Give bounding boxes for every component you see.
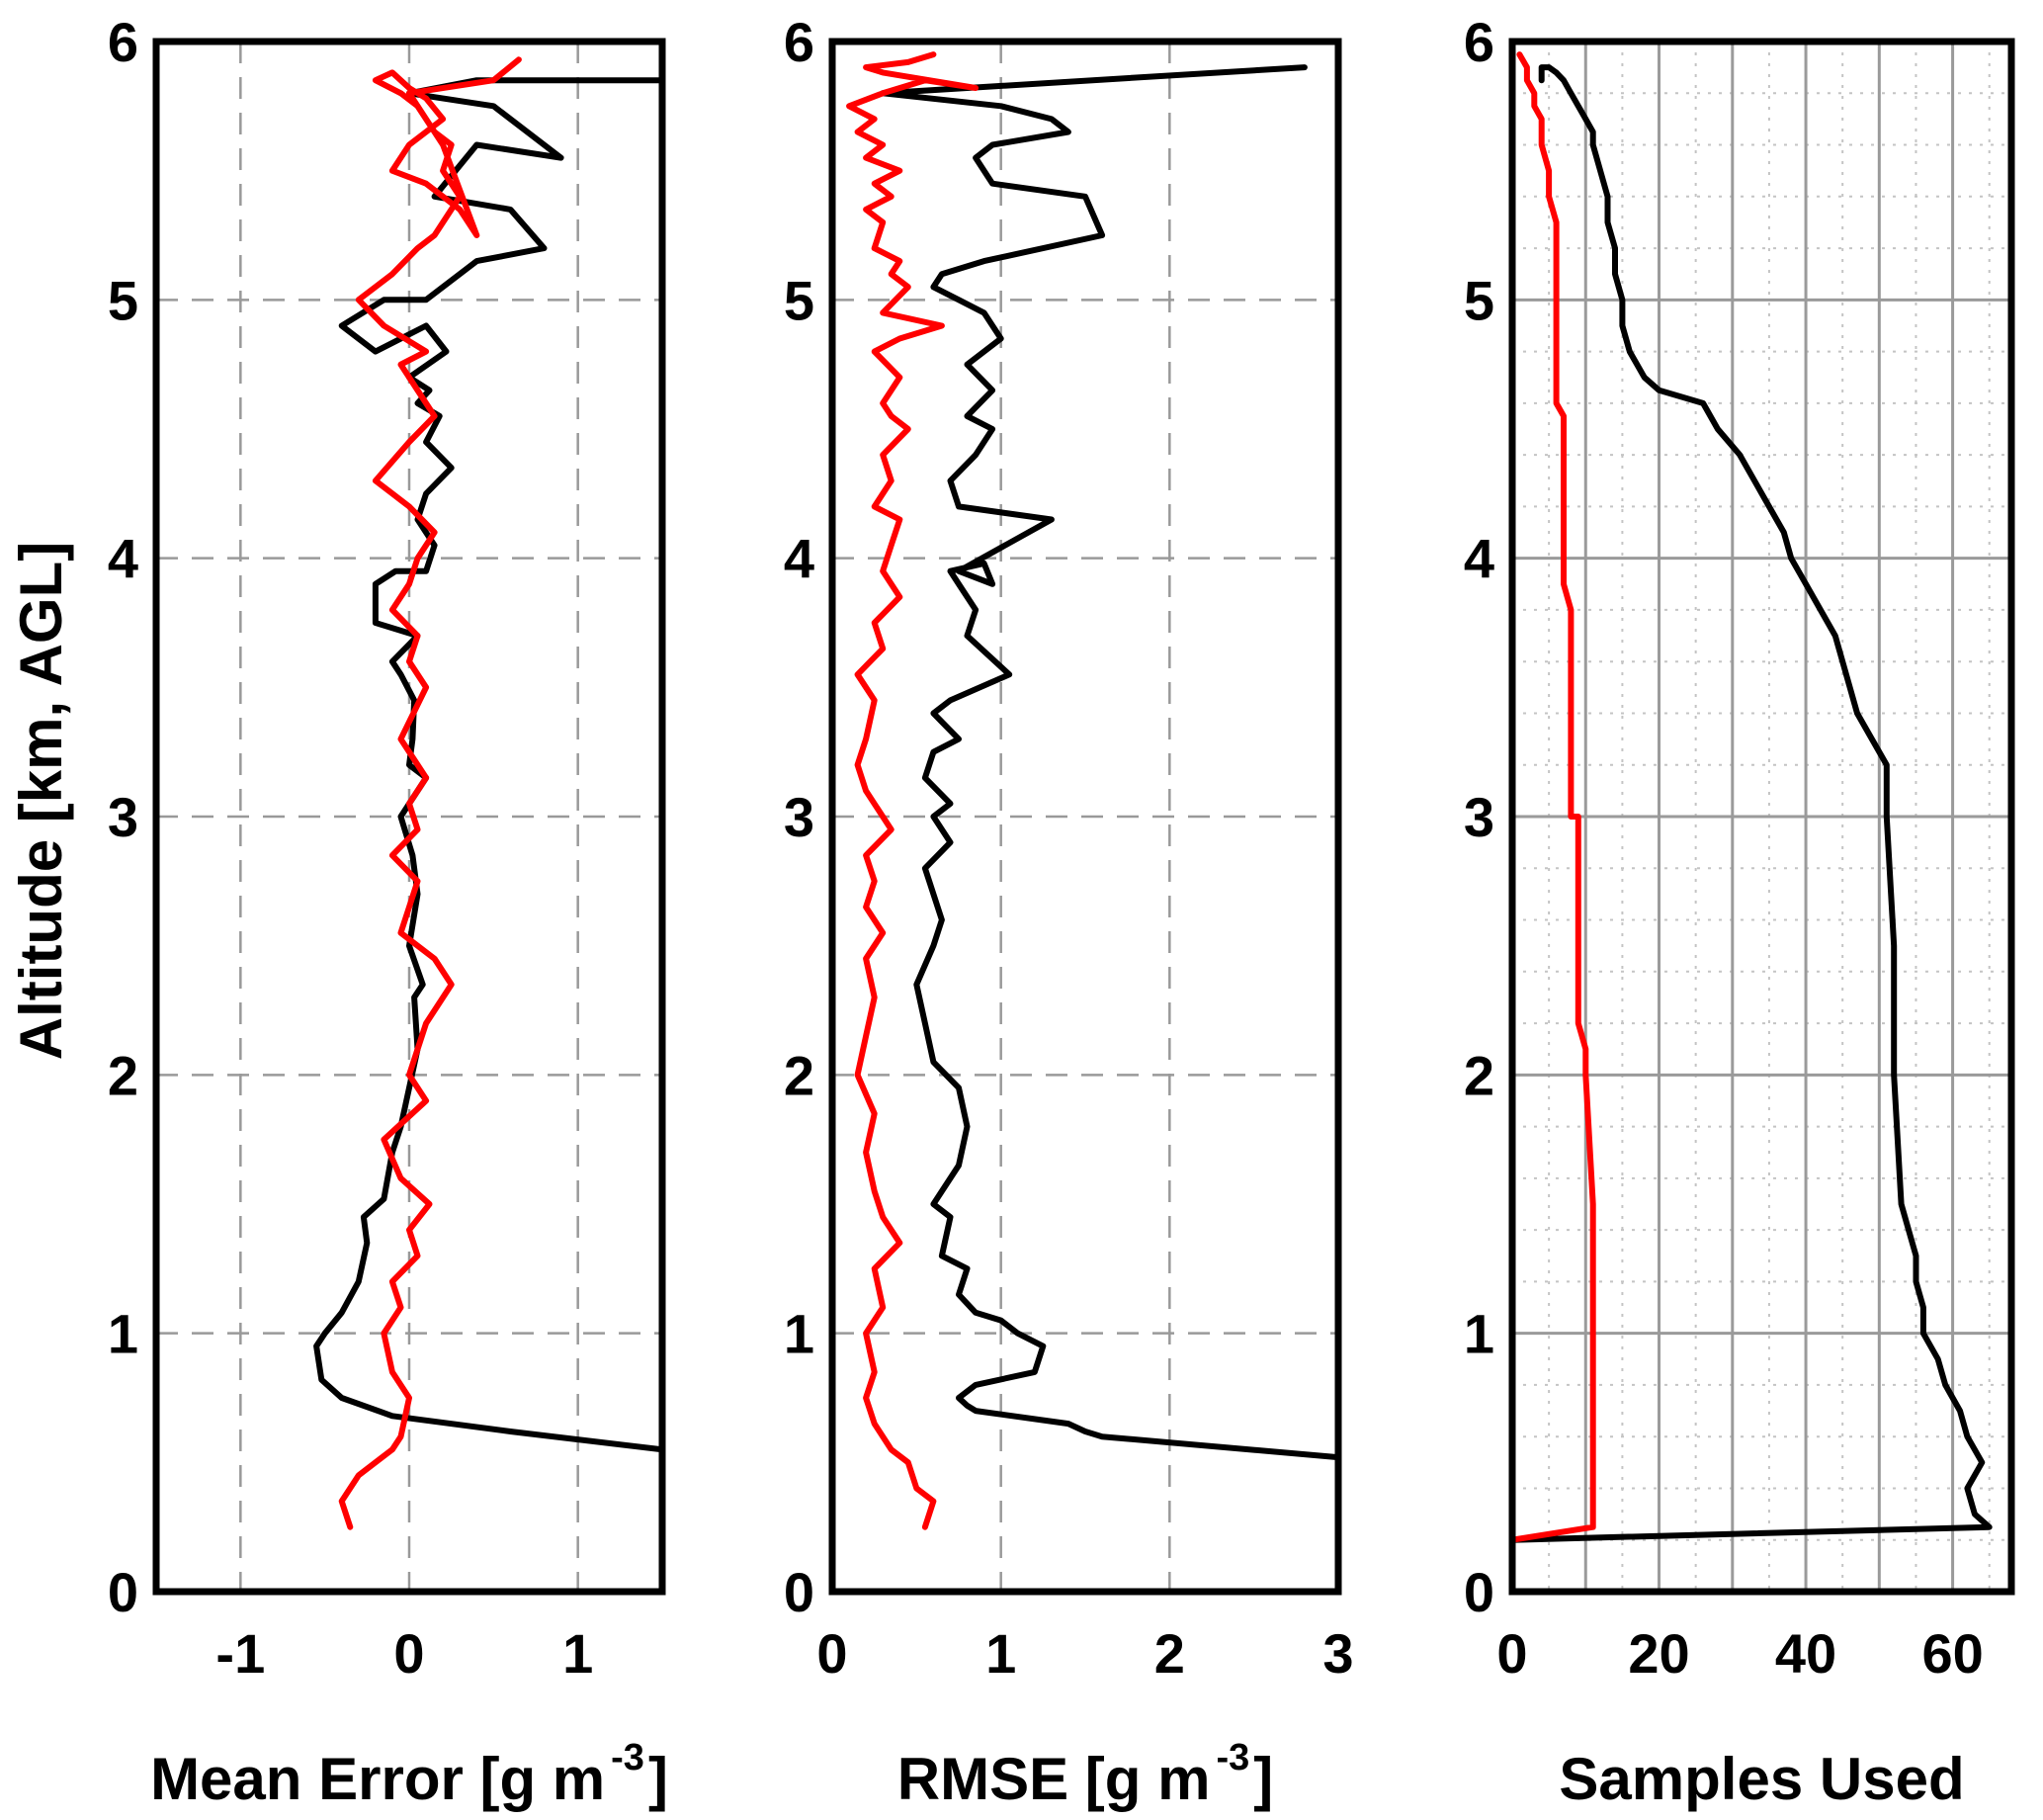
x-tick-label: 2 [1154, 1622, 1185, 1685]
x-tick-label: 0 [1496, 1622, 1527, 1685]
samples-used-x-axis-label: Samples Used [1559, 1746, 1964, 1812]
y-tick-label: 3 [784, 786, 814, 848]
y-tick-label: 6 [784, 11, 814, 73]
x-tick-label: 0 [393, 1622, 424, 1685]
y-tick-label: 2 [1464, 1044, 1494, 1106]
rmse-grid [830, 42, 1340, 1592]
mean-error-panel: 0 1 2 3 4 5 6 -1 0 1 Mean Error [g m -3] [108, 11, 668, 1812]
x-tick-label: 1 [562, 1622, 593, 1685]
x-axis-label-main: Samples Used [1559, 1746, 1964, 1812]
y-tick-label: 4 [1464, 528, 1494, 590]
rmse-panel: 0 1 2 3 4 5 6 0 1 2 3 RMSE [g m -3] [784, 11, 1354, 1812]
y-tick-label: 0 [108, 1561, 138, 1623]
rmse-series-group [846, 51, 1338, 1530]
y-tick-label: 5 [108, 269, 138, 331]
y-tick-label: 4 [108, 528, 138, 590]
y-axis-label: Altitude [km, AGL] [8, 542, 74, 1060]
y-tick-label: 4 [784, 528, 814, 590]
samples-used-series-group [1512, 51, 1993, 1543]
x-tick-label: -1 [215, 1622, 265, 1685]
x-tick-label: 60 [1921, 1622, 1983, 1685]
y-tick-label: 1 [1464, 1303, 1494, 1365]
mean-error-frame [152, 38, 666, 1596]
x-tick-label: 1 [985, 1622, 1016, 1685]
x-axis-label-superscript: -3 [1216, 1737, 1249, 1778]
x-axis-label-main: Mean Error [g m [150, 1746, 605, 1812]
x-tick-label: 40 [1775, 1622, 1836, 1685]
y-tick-label: 3 [108, 786, 138, 848]
x-tick-label: 0 [816, 1622, 847, 1685]
red-series-line [846, 51, 979, 1530]
x-tick-label: 3 [1322, 1622, 1353, 1685]
black-series-line [1512, 64, 1993, 1543]
y-tick-label: 1 [784, 1303, 814, 1365]
y-tick-label: 2 [108, 1044, 138, 1106]
y-tick-label: 6 [108, 11, 138, 73]
black-series-line [880, 64, 1338, 1461]
mean-error-grid [156, 42, 662, 1592]
y-tick-label: 6 [1464, 11, 1494, 73]
x-tick-label: 20 [1628, 1622, 1689, 1685]
x-axis-label-superscript: -3 [611, 1737, 644, 1778]
y-tick-label: 1 [108, 1303, 138, 1365]
red-series-line [1512, 51, 1596, 1543]
y-tick-label: 3 [1464, 786, 1494, 848]
y-tick-label: 5 [784, 269, 814, 331]
black-series-line [313, 77, 662, 1453]
y-tick-label: 2 [784, 1044, 814, 1106]
x-axis-label-end: ] [1253, 1746, 1273, 1812]
x-axis-label-main: RMSE [g m [897, 1746, 1211, 1812]
red-series-line [338, 56, 522, 1530]
rmse-x-axis-label: RMSE [g m -3] [897, 1737, 1273, 1812]
y-tick-label: 5 [1464, 269, 1494, 331]
y-tick-label: 0 [1464, 1561, 1494, 1623]
rmse-frame [828, 38, 1342, 1596]
x-axis-label-end: ] [648, 1746, 668, 1812]
samples-used-frame [1508, 38, 2015, 1596]
mean-error-series-group [313, 56, 662, 1530]
y-tick-label: 0 [784, 1561, 814, 1623]
mean-error-x-axis-label: Mean Error [g m -3] [150, 1737, 668, 1812]
